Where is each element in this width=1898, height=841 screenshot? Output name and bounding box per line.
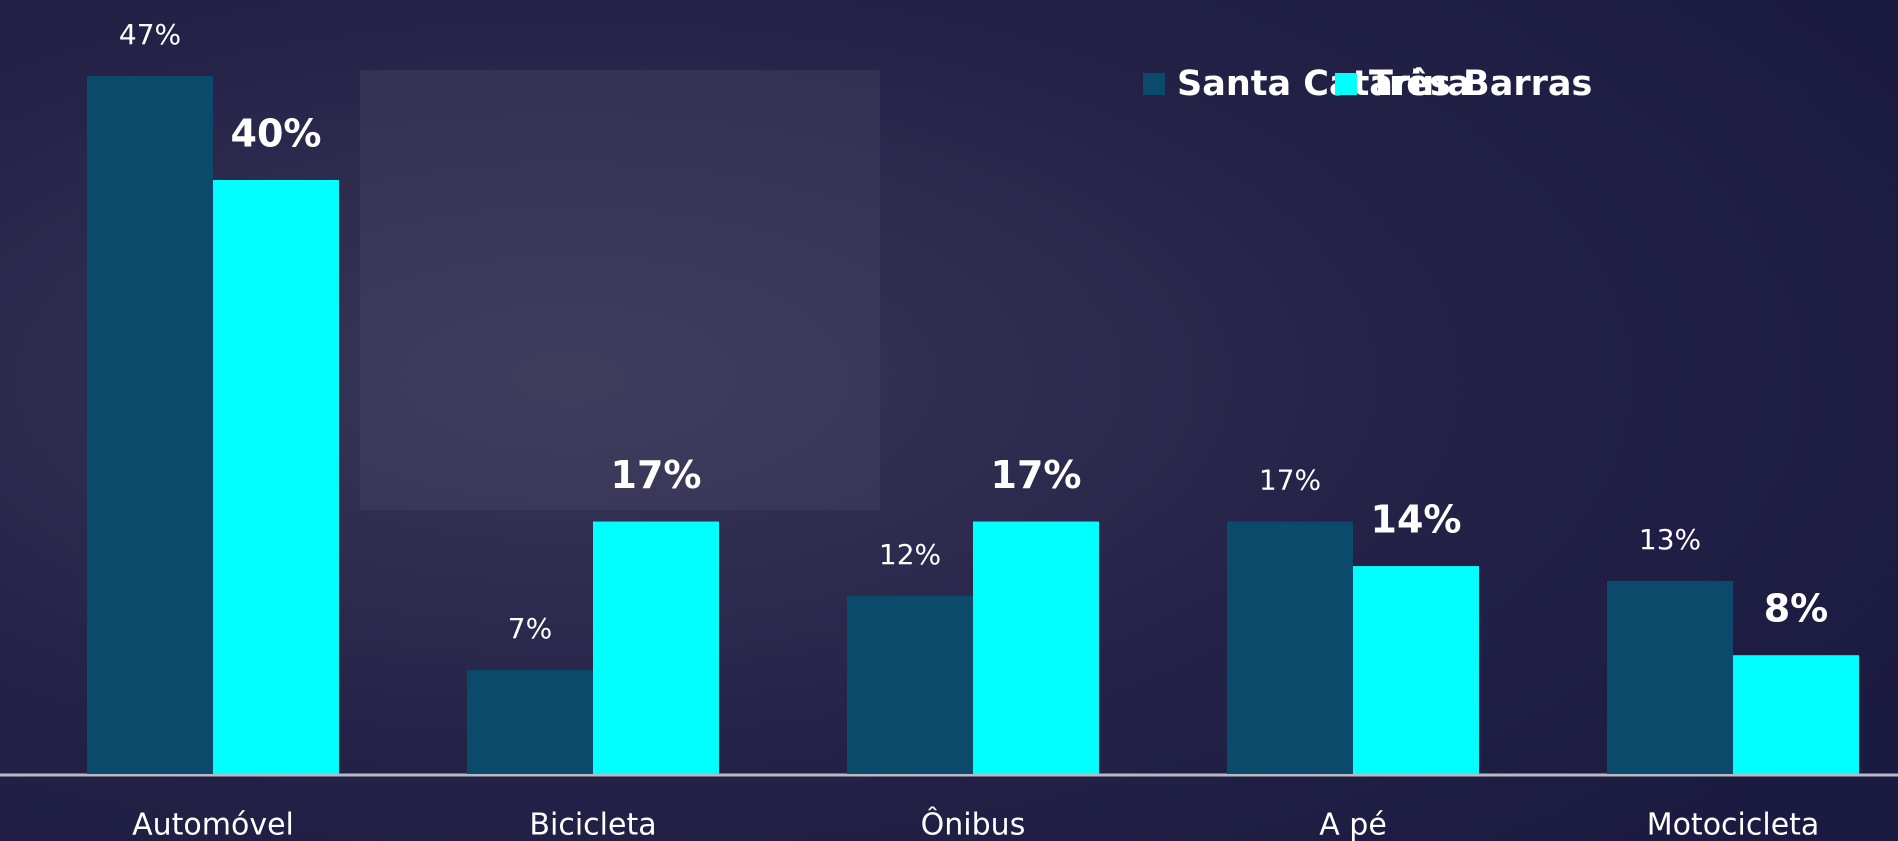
x-tick-label: Automóvel [132, 808, 294, 841]
bar [1353, 566, 1479, 774]
data-label: 8% [1764, 587, 1829, 631]
data-label: 13% [1639, 523, 1701, 556]
bar [87, 76, 213, 774]
data-label: 14% [1371, 498, 1462, 542]
data-label: 40% [231, 111, 322, 155]
x-tick-label: Ônibus [921, 806, 1026, 841]
data-label: 17% [611, 453, 702, 497]
legend-swatch [1335, 73, 1357, 95]
data-label: 12% [879, 538, 941, 571]
bar [1227, 521, 1353, 774]
bar [467, 670, 593, 774]
bar [1607, 580, 1733, 774]
data-label: 17% [1259, 464, 1321, 497]
photo-shade [360, 70, 880, 510]
x-tick-label: Bicicleta [529, 808, 656, 841]
data-label: 17% [991, 453, 1082, 497]
bar [847, 595, 973, 774]
bar [213, 179, 339, 774]
x-tick-label: A pé [1319, 808, 1387, 841]
bar [973, 521, 1099, 774]
data-label: 47% [119, 18, 181, 51]
data-label: 7% [508, 612, 552, 645]
legend-swatch [1143, 73, 1165, 95]
x-tick-label: Motocicleta [1647, 808, 1820, 841]
bar [1733, 655, 1859, 774]
legend-label: Santa Catarina [1177, 64, 1471, 104]
bar [593, 521, 719, 774]
legend-label: Três Barras [1369, 64, 1592, 104]
